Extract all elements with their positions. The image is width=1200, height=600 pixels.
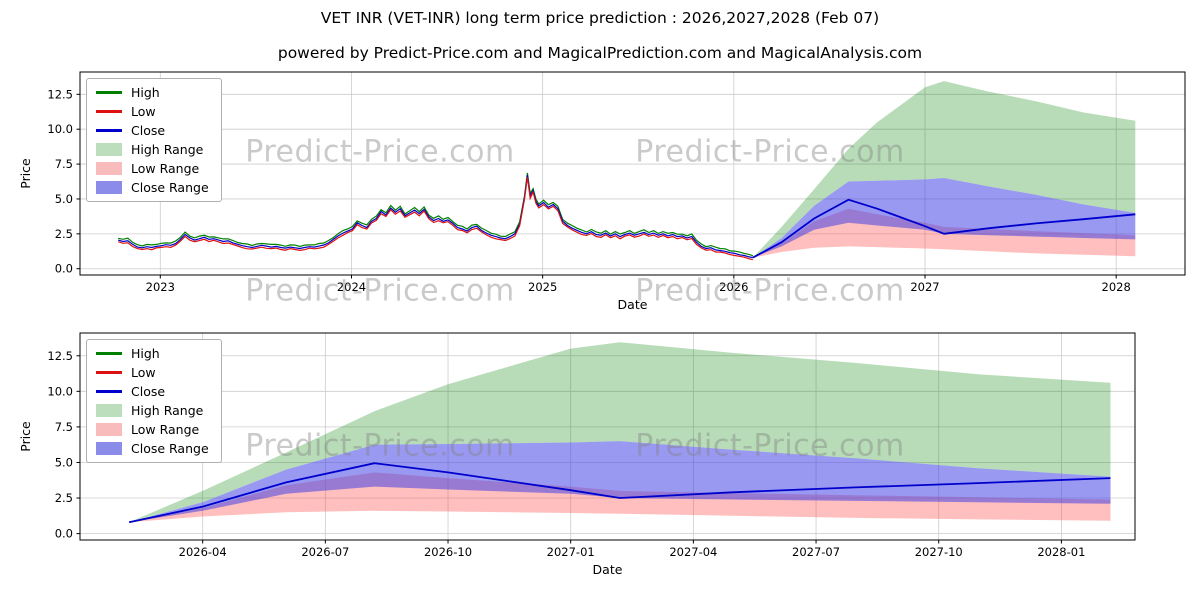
x-tick-label: 2024 — [337, 280, 366, 294]
legend-patch-swatch — [96, 143, 122, 156]
legend-item-close-range: Close Range — [96, 181, 209, 194]
close-range-band — [129, 441, 1111, 523]
overview-plot: 2023 2024 2025 2026 2027 2028 0.0 2.5 5.0 7.5 10.0… — [18, 71, 1186, 312]
legend-line-swatch — [96, 371, 122, 374]
y-tick-label: 2.5 — [55, 491, 73, 505]
forecast-close-line — [752, 198, 1136, 259]
x-tick-label: 2027-07 — [792, 545, 840, 559]
legend-label: Close Range — [131, 180, 209, 195]
y-tick-label: 7.5 — [55, 420, 73, 434]
x-tick-label: 2023 — [146, 280, 175, 294]
legend-patch-swatch — [96, 181, 122, 194]
legend-label: High Range — [131, 403, 204, 418]
legend-item-low: Low — [96, 366, 209, 379]
y-tick-label: 2.5 — [55, 227, 73, 241]
axis-ticks: 2023 2024 2025 2026 2027 2028 0.0 2.5 5.0 7.5 10.0… — [47, 87, 1130, 294]
legend-patch-swatch — [96, 162, 122, 175]
legend-line-swatch — [96, 390, 122, 393]
legend-label: Close — [131, 123, 166, 138]
x-tick-label: 2026 — [719, 280, 748, 294]
x-tick-label: 2026-07 — [301, 545, 349, 559]
legend-line-swatch — [96, 110, 122, 113]
y-tick-label: 12.5 — [47, 349, 73, 363]
x-tick-label: 2027-10 — [915, 545, 963, 559]
legend-item-low-range: Low Range — [96, 162, 209, 175]
legend-patch-swatch — [96, 404, 122, 417]
legend-item-low-range: Low Range — [96, 423, 209, 436]
y-tick-label: 12.5 — [47, 87, 73, 101]
x-tick-label: 2027 — [910, 280, 939, 294]
forecast-bands — [752, 81, 1136, 258]
plot-border — [79, 71, 1186, 276]
history-low-line — [118, 177, 754, 261]
forecast-bands — [129, 342, 1111, 523]
legend-label: Close Range — [131, 441, 209, 456]
legend-item-low: Low — [96, 105, 209, 118]
history-close-line — [118, 175, 754, 259]
y-axis-label: Price — [18, 421, 33, 452]
plot-border — [79, 332, 1136, 541]
y-tick-label: 10.0 — [47, 122, 73, 136]
close-range-band — [752, 178, 1136, 258]
page-title: VET INR (VET-INR) long term price predic… — [320, 9, 880, 27]
forecast-plot: 2026-04 2026-07 2026-10 2027-01 2027-04 2027-… — [18, 332, 1136, 577]
legend-item-high: High — [96, 86, 209, 99]
legend-line-swatch — [96, 352, 122, 355]
x-tick-label: 2027-01 — [547, 545, 595, 559]
legend-label: Close — [131, 384, 166, 399]
legend-overview: High Low Close High Range Low Range Close Ran… — [86, 78, 222, 202]
legend-item-close: Close — [96, 385, 209, 398]
legend-label: High — [131, 85, 160, 100]
legend-label: High Range — [131, 142, 204, 157]
legend-patch-swatch — [96, 423, 122, 436]
high-range-band — [129, 342, 1111, 523]
legend-item-close-range: Close Range — [96, 442, 209, 455]
y-tick-label: 7.5 — [55, 157, 73, 171]
legend-label: Low — [131, 104, 156, 119]
legend-item-close: Close — [96, 124, 209, 137]
history-high-line — [118, 172, 754, 257]
x-tick-label: 2028-01 — [1037, 545, 1085, 559]
legend-label: Low Range — [131, 161, 200, 176]
x-tick-label: 2028 — [1102, 280, 1131, 294]
legend-label: High — [131, 346, 160, 361]
y-tick-label: 0.0 — [55, 262, 73, 276]
x-tick-label: 2025 — [528, 280, 557, 294]
y-tick-label: 5.0 — [55, 455, 73, 469]
y-tick-label: 5.0 — [55, 192, 73, 206]
x-axis-label: Date — [618, 297, 648, 312]
y-tick-label: 10.0 — [47, 384, 73, 398]
legend-label: Low — [131, 365, 156, 380]
legend-item-high-range: High Range — [96, 404, 209, 417]
x-tick-label: 2027-04 — [669, 545, 717, 559]
high-range-band — [752, 81, 1136, 258]
legend-item-high: High — [96, 347, 209, 360]
legend-label: Low Range — [131, 422, 200, 437]
legend-item-high-range: High Range — [96, 143, 209, 156]
y-tick-label: 0.0 — [55, 527, 73, 541]
x-tick-label: 2026-04 — [179, 545, 227, 559]
legend-patch-swatch — [96, 442, 122, 455]
legend-line-swatch — [96, 91, 122, 94]
legend-forecast: High Low Close High Range Low Range Close Ran… — [86, 339, 222, 463]
forecast-close-line — [128, 462, 1111, 524]
axis-ticks: 2026-04 2026-07 2026-10 2027-01 2027-04 2027-… — [47, 349, 1085, 559]
x-tick-label: 2026-10 — [424, 545, 472, 559]
page-subtitle: powered by Predict-Price.com and Magical… — [277, 44, 923, 62]
legend-line-swatch — [96, 129, 122, 132]
y-axis-label: Price — [18, 158, 33, 189]
x-axis-label: Date — [593, 562, 623, 577]
